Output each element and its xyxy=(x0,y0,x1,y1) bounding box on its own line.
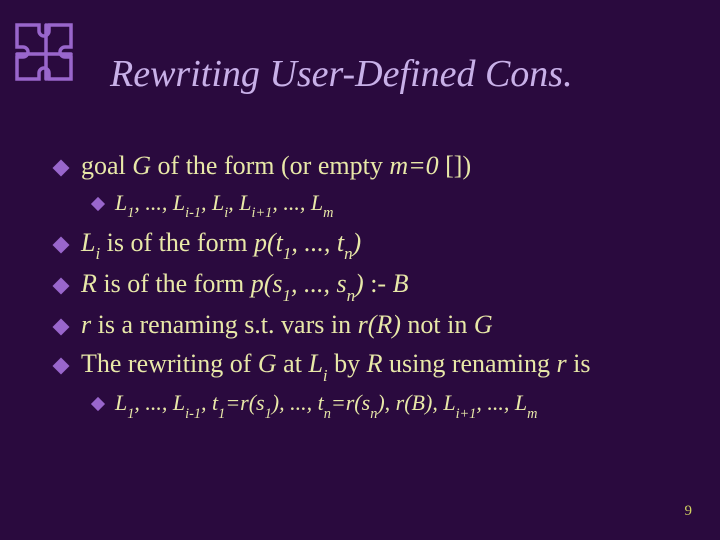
diamond-bullet-icon xyxy=(91,196,105,210)
diamond-bullet-icon xyxy=(91,397,105,411)
bullet-item: r is a renaming s.t. vars in r(R) not in… xyxy=(55,309,670,342)
corner-puzzle-icon xyxy=(10,18,82,90)
diamond-bullet-icon xyxy=(53,278,70,295)
diamond-bullet-icon xyxy=(53,357,70,374)
bullet-item: R is of the form p(s1, ..., sn) :- B xyxy=(55,268,670,303)
bullet-item: Li is of the form p(t1, ..., tn) xyxy=(55,227,670,262)
bullet-text: L1, ..., Li-1, Li, Li+1, ..., Lm xyxy=(115,189,670,221)
bullet-item: The rewriting of G at Li by R using rena… xyxy=(55,348,670,383)
bullet-text: R is of the form p(s1, ..., sn) :- B xyxy=(81,268,670,303)
page-number: 9 xyxy=(685,503,693,520)
bullet-text: The rewriting of G at Li by R using rena… xyxy=(81,348,670,383)
diamond-bullet-icon xyxy=(53,319,70,336)
bullet-text: L1, ..., Li-1, t1=r(s1), ..., tn=r(sn), … xyxy=(115,389,670,421)
bullet-item: goal G of the form (or empty m=0 []) xyxy=(55,150,670,183)
slide: Rewriting User-Defined Cons. goal G of t… xyxy=(0,0,720,540)
bullet-text: Li is of the form p(t1, ..., tn) xyxy=(81,227,670,262)
slide-body: goal G of the form (or empty m=0 []) L1,… xyxy=(55,150,670,427)
bullet-text: goal G of the form (or empty m=0 []) xyxy=(81,150,670,183)
diamond-bullet-icon xyxy=(53,160,70,177)
bullet-text: r is a renaming s.t. vars in r(R) not in… xyxy=(81,309,670,342)
bullet-item-sub: L1, ..., Li-1, Li, Li+1, ..., Lm xyxy=(93,189,670,221)
bullet-item-sub: L1, ..., Li-1, t1=r(s1), ..., tn=r(sn), … xyxy=(93,389,670,421)
diamond-bullet-icon xyxy=(53,236,70,253)
slide-title: Rewriting User-Defined Cons. xyxy=(110,52,573,96)
